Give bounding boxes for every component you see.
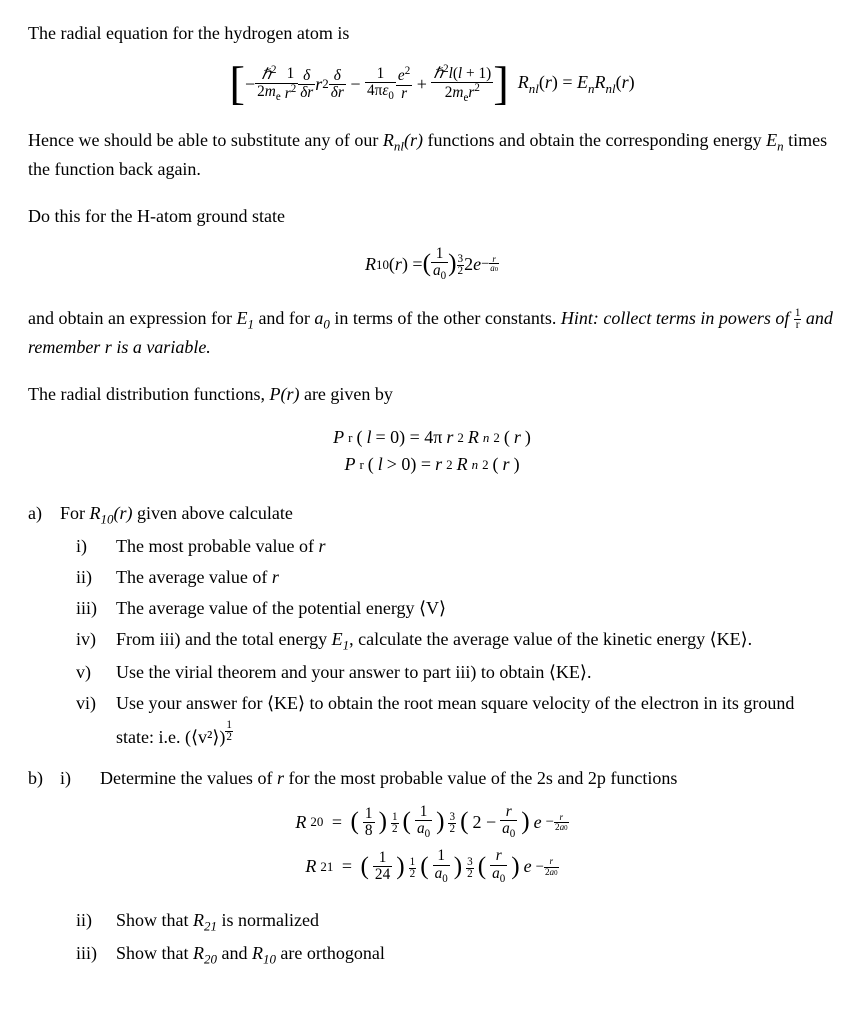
a-i-r: r [318,536,325,556]
para2: Hence we should be able to substitute an… [28,127,836,183]
r20-r21-equations: R20 = (18)12 (1a0)32 (2 − ra0) e−r2a0 R2… [28,804,836,885]
a-iii: iii) The average value of the potential … [76,595,836,622]
P-of-r: P(r) [269,384,299,404]
b-iii-b: and [217,943,252,963]
b-ii-b: is normalized [217,910,319,930]
a-i: i) The most probable value of r [76,533,836,560]
a-v: v) Use the virial theorem and your answe… [76,659,836,686]
b-label-ii: ii) [76,907,116,936]
label-ii: ii) [76,564,116,591]
b-i-2s: 2s [537,768,553,788]
para2b: functions and obtain the corresponding e… [423,130,766,150]
b-i-a: Determine the values of [100,768,277,788]
a-v-KE: ⟨KE⟩ [549,662,587,682]
b-ii-R21: R21 [193,910,217,930]
a-iv-b: , calculate the average value of the kin… [349,629,709,649]
b-iii-R20: R20 [193,943,217,963]
intro-text: The radial equation for the hydrogen ato… [28,23,349,43]
a-vi-KE: ⟨KE⟩ [267,693,305,713]
a-iv-KE: ⟨KE⟩ [710,629,748,649]
part-a: a) For R10(r) given above calculate [28,500,836,529]
pr-equations: Pr(l = 0) = 4πr2Rn2(r) Pr(l > 0) = r2Rn2… [28,424,836,478]
a0: a0 [314,308,329,328]
para5a: The radial distribution functions, [28,384,269,404]
part-a-list: i) The most probable value of r ii) The … [76,533,836,751]
b-iii: iii) Show that R20 and R10 are orthogona… [76,940,836,969]
para4b: and for [254,308,314,328]
label-i: i) [76,533,116,560]
b-ii-a: Show that [116,910,193,930]
a-vi-v2: (⟨v²⟩)12 [185,727,233,747]
a-intro-a: For [60,503,90,523]
label-vi: vi) [76,690,116,751]
a-intro-b: given above calculate [132,503,292,523]
a-v-text: Use the virial theorem and your answer t… [116,662,549,682]
b-i-r: r [277,768,284,788]
a-i-text: The most probable value of [116,536,318,556]
para2a: Hence we should be able to substitute an… [28,130,383,150]
E1: E1 [236,308,253,328]
a-iv: iv) From iii) and the total energy E1, c… [76,626,836,655]
part-b: b) i) Determine the values of r for the … [28,765,836,792]
a-vi-a: Use your answer for [116,693,267,713]
label-a: a) [28,500,60,529]
b-iii-c: are orthogonal [276,943,385,963]
para4c: in terms of the other constants. [330,308,561,328]
para3: Do this for the H-atom ground state [28,203,836,230]
b-iii-a: Show that [116,943,193,963]
r10-equation: R10(r) = (1a0)32 2e−ra0 [28,246,836,283]
a-iii-V: ⟨V⟩ [419,598,446,618]
part-b-list: ii) Show that R21 is normalized iii) Sho… [76,907,836,969]
b-label-iii: iii) [76,940,116,969]
label-b: b) [28,765,60,792]
a-iv-E1: E1 [332,629,349,649]
para5b: are given by [299,384,392,404]
b-i-b: for the most probable value of the [284,768,537,788]
b-i-c: and [553,768,588,788]
para5: The radial distribution functions, P(r) … [28,381,836,408]
label-v: v) [76,659,116,686]
para3-text: Do this for the H-atom ground state [28,206,285,226]
b-i-d: functions [606,768,678,788]
para4a: and obtain an expression for [28,308,236,328]
a-vi: vi) Use your answer for ⟨KE⟩ to obtain t… [76,690,836,751]
a-iii-text: The average value of the potential energ… [116,598,419,618]
Rnl-1: Rnl(r) [383,130,423,150]
label-iii: iii) [76,595,116,622]
En-1: En [766,130,783,150]
a-ii-text: The average value of [116,567,272,587]
radial-equation: [ −ℏ22me 1r2 δδr r2 δδr − 14πε0 e2r + ℏ2… [28,63,836,105]
intro-para: The radial equation for the hydrogen ato… [28,20,836,47]
a-ii-r: r [272,567,279,587]
b-iii-R10: R10 [252,943,276,963]
b-ii: ii) Show that R21 is normalized [76,907,836,936]
b-i-2p: 2p [588,768,606,788]
R10-ref: R10(r) [90,503,133,523]
a-ii: ii) The average value of r [76,564,836,591]
a-iv-a: From iii) and the total energy [116,629,332,649]
label-b-i: i) [60,765,100,792]
label-iv: iv) [76,626,116,655]
para4: and obtain an expression for E1 and for … [28,305,836,361]
